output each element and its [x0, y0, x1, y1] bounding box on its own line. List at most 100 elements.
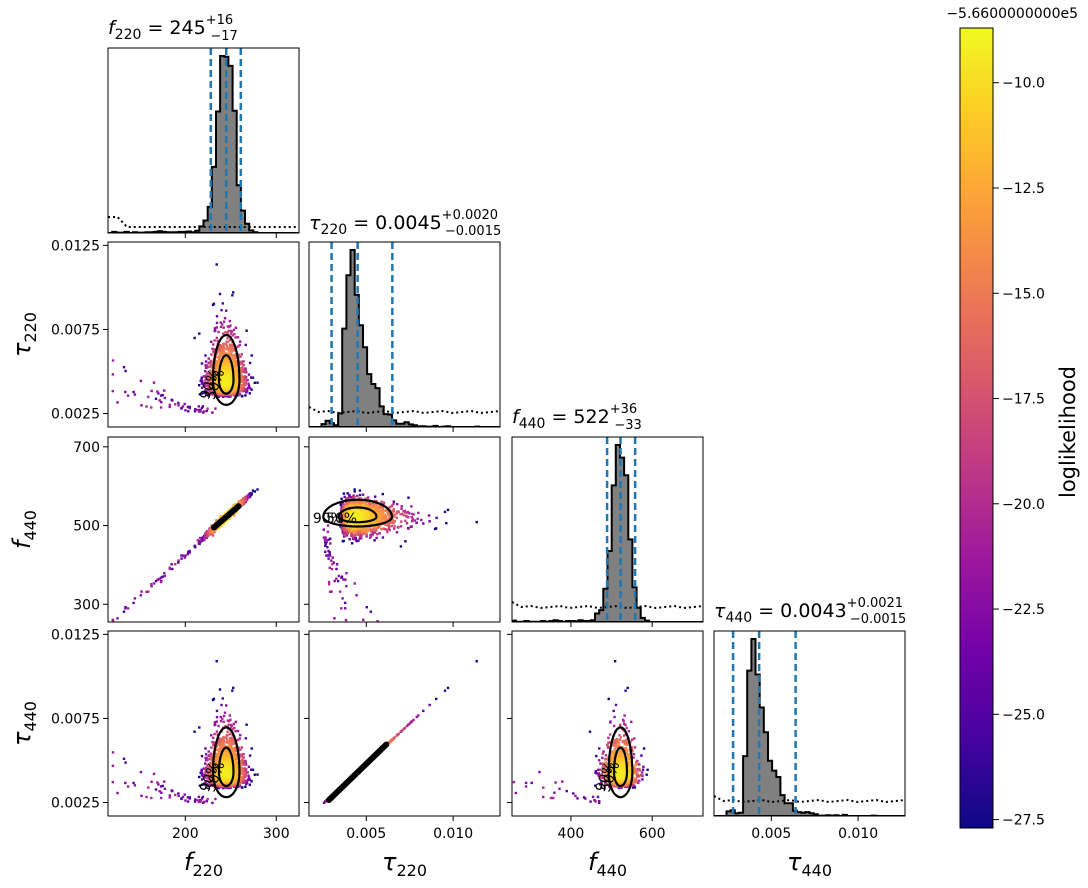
scatter-point	[180, 557, 183, 560]
scatter-point	[236, 336, 240, 339]
scatter-point	[174, 403, 177, 406]
scatter-point	[240, 374, 243, 377]
scatter-point	[177, 561, 180, 564]
scatter-point	[139, 379, 143, 383]
scatter-point	[218, 344, 222, 347]
scatter-point	[193, 336, 196, 340]
scatter-point	[250, 376, 253, 379]
scatter-point	[206, 407, 209, 410]
scatter-point	[232, 291, 235, 294]
scatter-point	[243, 389, 247, 393]
scatter-point	[152, 582, 156, 585]
scatter-point	[140, 590, 143, 593]
scatter-point	[180, 407, 183, 410]
scatter-point	[222, 367, 225, 371]
scatter-point	[240, 394, 244, 398]
scatter-point	[240, 380, 243, 383]
scatter-point	[209, 370, 212, 373]
scatter-point	[168, 403, 171, 406]
scatter-point	[234, 354, 238, 357]
scatter-point	[187, 410, 190, 413]
scatter-point	[248, 392, 251, 395]
scatter-point	[213, 372, 216, 376]
scatter-point	[188, 551, 191, 554]
scatter-point	[198, 410, 202, 413]
scatter-point	[234, 373, 237, 376]
scatter-point	[203, 537, 206, 540]
scatter-point	[218, 345, 221, 349]
scatter-point	[200, 376, 203, 379]
scatter-point	[122, 366, 126, 369]
scatter-point	[236, 372, 239, 375]
scatter-point	[256, 381, 259, 384]
scatter-point	[200, 382, 204, 385]
panel-frame	[107, 241, 300, 428]
scatter-point	[193, 544, 197, 547]
scatter-point	[111, 389, 114, 393]
scatter-point	[239, 367, 243, 370]
scatter-point	[228, 338, 232, 342]
scatter-point	[200, 386, 204, 389]
scatter-point	[251, 489, 255, 492]
scatter-point	[197, 542, 200, 545]
scatter-point	[214, 369, 218, 372]
scatter-point	[224, 376, 227, 379]
scatter-point	[225, 365, 229, 369]
scatter-point	[204, 384, 207, 387]
scatter-point	[163, 396, 167, 400]
scatter-point	[216, 367, 220, 370]
scatter-point	[204, 370, 207, 373]
scatter-point	[243, 377, 246, 380]
scatter-point	[225, 309, 228, 312]
scatter-point	[221, 378, 224, 382]
scatter-point	[228, 349, 231, 352]
scatter-point	[239, 340, 242, 343]
scatter-point	[218, 292, 222, 296]
scatter-point	[217, 369, 220, 372]
scatter-point	[230, 350, 233, 353]
scatter-point	[132, 601, 135, 605]
scatter-point	[218, 359, 222, 362]
scatter-point	[244, 394, 247, 397]
scatter-point	[200, 406, 204, 410]
scatter-point	[215, 326, 218, 329]
scatter-point	[228, 319, 231, 323]
scatter-point	[245, 388, 249, 391]
scatter-point	[222, 359, 225, 362]
scatter-point	[224, 368, 227, 371]
scatter-point	[220, 349, 224, 352]
scatter-point	[215, 370, 218, 373]
scatter-point	[160, 400, 163, 404]
scatter-point	[226, 383, 229, 386]
scatter-point	[247, 384, 251, 387]
scatter-point	[219, 372, 222, 375]
scatter-point	[213, 327, 217, 330]
scatter-point	[228, 346, 231, 350]
scatter-point	[227, 385, 231, 388]
scatter-point	[171, 567, 174, 571]
scatter-point	[247, 373, 251, 376]
scatter-point	[221, 302, 224, 305]
scatter-point	[206, 365, 209, 368]
scatter-point	[133, 393, 137, 396]
scatter-point	[163, 574, 167, 578]
scatter-point	[150, 406, 153, 409]
scatter-point	[163, 572, 166, 575]
scatter-point	[208, 533, 211, 536]
scatter-point	[212, 302, 216, 305]
scatter-point	[158, 577, 161, 580]
scatter-point	[204, 354, 207, 357]
scatter-point	[242, 378, 246, 381]
scatter-point	[133, 597, 137, 600]
scatter-point	[226, 331, 229, 335]
scatter-point	[241, 384, 245, 387]
scatter-point	[250, 388, 253, 391]
scatter-point	[226, 359, 229, 363]
scatter-point	[237, 500, 240, 503]
scatter-point	[217, 330, 220, 334]
panel-content: 90%50%	[111, 263, 259, 414]
scatter-point	[233, 363, 236, 366]
scatter-point	[243, 497, 246, 500]
scatter-point	[236, 381, 239, 385]
panel-frame	[107, 47, 300, 234]
